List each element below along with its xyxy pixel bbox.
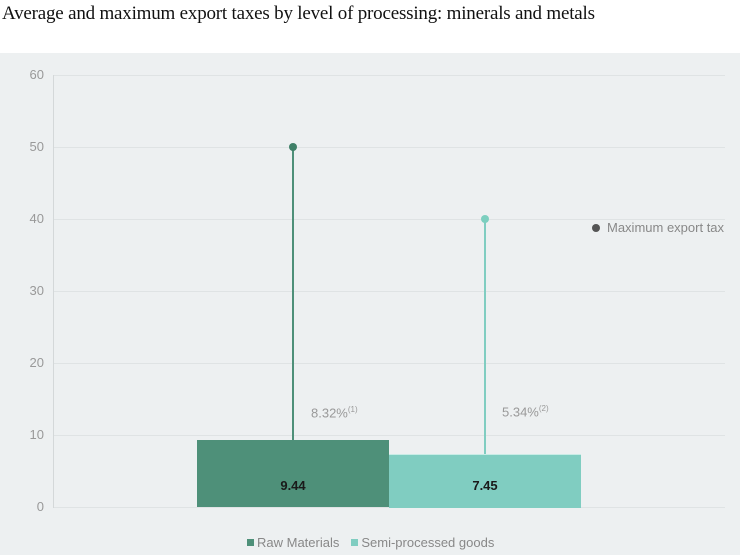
y-tick-50: 50 [29, 139, 44, 154]
y-tick-0: 0 [36, 499, 44, 514]
gridline [53, 75, 725, 76]
square-swatch-icon [351, 539, 359, 546]
bar-value-raw: 9.44 [280, 477, 306, 493]
max-marker-raw[interactable] [289, 143, 297, 151]
legend: Raw Materials Semi-processed goods [247, 535, 494, 550]
y-tick-40: 40 [29, 211, 44, 226]
max-stem-semi [484, 219, 486, 455]
legend-item-semi[interactable]: Semi-processed goods [351, 535, 494, 550]
gridline [53, 291, 725, 292]
y-tick-20: 20 [29, 355, 44, 370]
square-swatch-icon [247, 539, 254, 546]
footnote-2: (2) [538, 404, 549, 413]
footnote-1: (1) [347, 405, 358, 414]
avg-label-raw: 8.32%(1) [311, 405, 358, 420]
gridline [53, 219, 725, 220]
gridline [53, 435, 725, 436]
avg-value-raw: 8.32% [311, 405, 348, 421]
bar-value-semi: 7.45 [472, 478, 498, 493]
max-stem-raw [292, 147, 294, 440]
y-tick-10: 10 [29, 427, 44, 442]
gridline [53, 363, 725, 364]
max-marker-semi[interactable] [481, 215, 489, 223]
bar-semi-processed[interactable]: 7.45 [389, 454, 581, 508]
legend-max-label: Maximum export tax [607, 220, 725, 235]
y-tick-60: 60 [29, 67, 44, 82]
bar-raw-materials[interactable]: 9.44 [197, 440, 389, 507]
legend-label-raw: Raw Materials [257, 535, 340, 550]
y-axis-line [53, 75, 54, 508]
circle-marker-icon [592, 223, 600, 232]
gridline [53, 147, 725, 148]
avg-value-semi: 5.34% [502, 404, 539, 420]
legend-item-raw[interactable]: Raw Materials [247, 535, 339, 550]
legend-max-export-tax[interactable]: Maximum export tax [592, 220, 724, 235]
legend-label-semi: Semi-processed goods [361, 535, 495, 550]
chart-title: Average and maximum export taxes by leve… [2, 3, 595, 24]
avg-label-semi: 5.34%(2) [502, 404, 549, 419]
y-tick-30: 30 [29, 283, 44, 298]
